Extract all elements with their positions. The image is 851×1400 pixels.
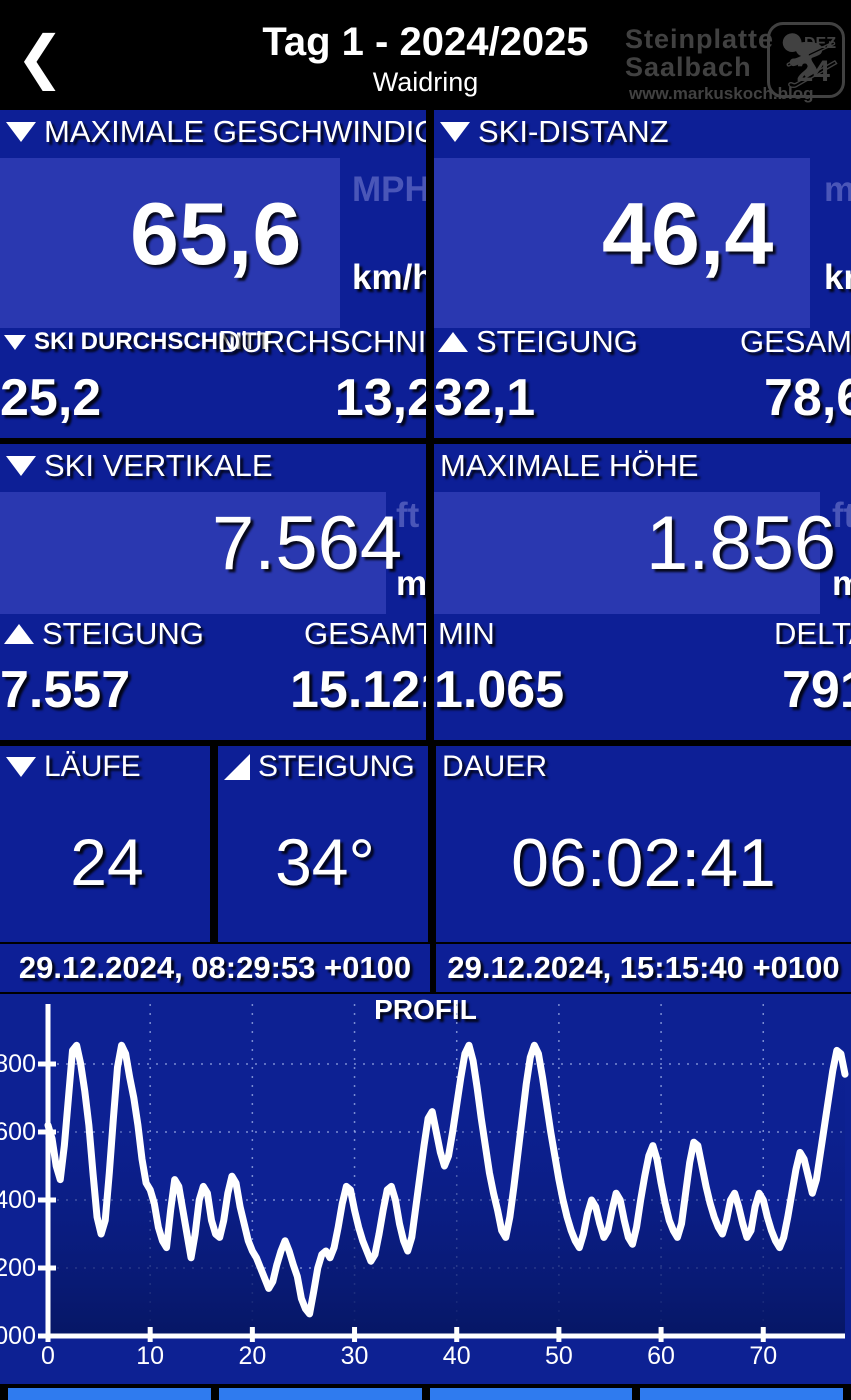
metric-title-ski-vertical: SKI VERTIKALE: [6, 448, 426, 484]
metric-value-max-altitude: 1.856: [646, 501, 837, 586]
metric-sublabel-total: GESAMT: [740, 324, 851, 359]
metric-sublabel-ascent-vert: STEIGUNG: [4, 616, 204, 652]
metric-unit-active-ski-vertical[interactable]: m: [396, 564, 428, 603]
triangle-down-icon: [440, 122, 470, 142]
x-axis-tick-label: 10: [136, 1342, 165, 1370]
bottom-tab-segment[interactable]: [429, 1388, 633, 1400]
metric-unit-active-max-altitude[interactable]: m: [832, 564, 851, 603]
metric-unit-inactive-ski-distance[interactable]: mi: [824, 170, 851, 209]
metric-sublabel-avg: DURCHSCHNITT: [218, 324, 430, 359]
metric-unit-inactive-max-speed[interactable]: MPH: [352, 170, 430, 209]
chevron-left-icon: ❮: [15, 25, 65, 90]
metric-sublabel-total-vert: GESAMT: [304, 616, 430, 651]
y-axis-tick-label: 1800: [0, 1050, 36, 1078]
metric-card-runs[interactable]: LÄUFE 24: [0, 746, 214, 942]
metric-subvalue-delta-altitude: 791: [782, 661, 851, 719]
metric-title-max-altitude: MAXIMALE HÖHE: [440, 448, 699, 483]
metric-value-duration: 06:02:41: [511, 825, 776, 901]
metric-title-max-speed: MAXIMALE GESCHWINDIGKEIT: [6, 114, 430, 150]
bottom-tab-strip[interactable]: [0, 1384, 851, 1400]
metric-title-ski-distance: SKI-DISTANZ: [440, 114, 847, 150]
x-axis-tick-label: 30: [340, 1342, 369, 1370]
bottom-tab-segment[interactable]: [218, 1388, 422, 1400]
metric-subvalue-ascent-vert: 7.557: [0, 661, 131, 719]
elevation-profile-chart[interactable]: PROFIL 1000 1200 1400 1600 1800 0 10 20 30 40 50 60…: [0, 994, 851, 1384]
x-axis-tick-label: 50: [544, 1342, 573, 1370]
timestamp-start: 29.12.2024, 08:29:53 +0100: [0, 944, 430, 992]
page-title: Tag 1 - 2024/2025: [262, 20, 589, 64]
y-axis-tick-label: 1000: [0, 1322, 36, 1350]
metrics-grid: MAXIMALE GESCHWINDIGKEIT 65,6 MPH km/h S…: [0, 110, 851, 942]
metric-sublabel-min-altitude: MIN: [438, 616, 495, 651]
triangle-down-icon: [6, 757, 36, 777]
metric-subvalue-min-altitude: 1.065: [434, 661, 565, 719]
bottom-tab-segment[interactable]: [640, 1388, 843, 1400]
metric-unit-inactive-max-altitude[interactable]: ft: [832, 496, 851, 535]
page-subtitle: Waidring: [372, 67, 479, 97]
metric-subvalue-ascent: 32,1: [434, 369, 536, 427]
metric-title-slope: STEIGUNG: [224, 750, 428, 784]
metric-card-ski-vertical[interactable]: SKI VERTIKALE 7.564 ft m STEIGUNG GESAMT…: [0, 444, 430, 740]
value-highlight: [434, 158, 810, 328]
metric-title-duration: DAUER: [442, 750, 548, 783]
metric-card-max-altitude[interactable]: MAXIMALE HÖHE 1.856 ft m MIN DELTA 1.065…: [434, 444, 851, 740]
y-axis-tick-label: 1400: [0, 1186, 36, 1214]
bottom-tab-segment[interactable]: [8, 1388, 211, 1400]
metric-title-runs: LÄUFE: [6, 750, 210, 784]
metric-subvalue-total: 78,6: [764, 369, 851, 427]
y-axis-tick-label: 1600: [0, 1118, 36, 1146]
value-highlight: [434, 492, 820, 614]
timestamp-end: 29.12.2024, 15:15:40 +0100: [436, 944, 851, 992]
metric-value-max-speed: 65,6: [130, 184, 302, 283]
triangle-up-icon: [4, 624, 34, 644]
metric-value-runs: 24: [70, 825, 144, 899]
metric-card-slope[interactable]: STEIGUNG 34°: [218, 746, 432, 942]
metric-card-ski-distance[interactable]: SKI-DISTANZ 46,4 mi km STEIGUNG GESAMT 3…: [434, 110, 851, 438]
metric-subvalue-ski-avg: 25,2: [0, 369, 102, 427]
metric-unit-active-max-speed[interactable]: km/h: [352, 258, 430, 297]
app-header: ❮ Tag 1 - 2024/2025 Waidring Steinplatte…: [0, 0, 851, 110]
timestamp-row: 29.12.2024, 08:29:53 +0100 29.12.2024, 1…: [0, 944, 851, 992]
metric-sublabel-ski-avg: SKI DURCHSCHNITT: [4, 328, 271, 356]
x-axis-tick-label: 20: [238, 1342, 267, 1370]
metric-value-ski-vertical: 7.564: [212, 501, 403, 586]
chart-title: PROFIL: [374, 994, 477, 1025]
triangle-up-icon: [438, 332, 468, 352]
metric-subvalue-avg: 13,2: [334, 369, 430, 427]
metric-value-ski-distance: 46,4: [602, 184, 774, 283]
metric-card-max-speed[interactable]: MAXIMALE GESCHWINDIGKEIT 65,6 MPH km/h S…: [0, 110, 430, 438]
metric-unit-active-ski-distance[interactable]: km: [824, 258, 851, 297]
x-axis-tick-label: 70: [749, 1342, 778, 1370]
metric-value-slope: 34°: [275, 825, 375, 899]
x-axis-tick-label: 0: [41, 1342, 55, 1370]
metric-card-duration[interactable]: DAUER 06:02:41: [436, 746, 851, 942]
x-axis-tick-label: 60: [647, 1342, 675, 1370]
metric-sublabel-ascent: STEIGUNG: [438, 324, 638, 360]
value-highlight: [0, 492, 386, 614]
value-highlight: [0, 158, 340, 328]
header-title-block: Tag 1 - 2024/2025 Waidring: [0, 20, 851, 98]
metric-sublabel-delta-altitude: DELTA: [774, 616, 851, 651]
back-button[interactable]: ❮: [10, 28, 70, 88]
chart-canvas: [38, 1004, 849, 1342]
triangle-down-icon: [6, 122, 36, 142]
metric-unit-inactive-ski-vertical[interactable]: ft: [396, 496, 420, 535]
x-axis-tick-label: 40: [442, 1342, 471, 1370]
metric-subvalue-total-vert: 15.121: [290, 661, 430, 719]
triangle-down-icon: [6, 456, 36, 476]
y-axis-tick-label: 1200: [0, 1254, 36, 1282]
triangle-down-icon: [4, 334, 26, 350]
slope-triangle-icon: [224, 754, 250, 780]
